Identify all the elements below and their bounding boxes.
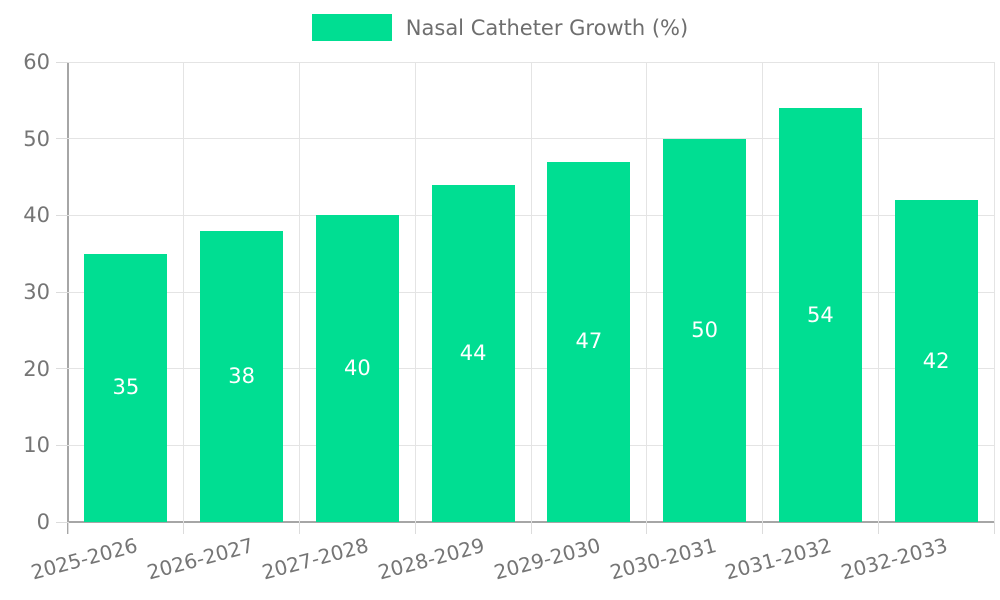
y-tick-label: 40: [23, 203, 50, 228]
bar[interactable]: 42: [894, 200, 978, 522]
x-tick-label: 2026-2027: [144, 533, 256, 585]
x-axis-tick: [762, 522, 763, 534]
bar-value-label: 50: [691, 317, 718, 342]
x-tick-label: 2030-2031: [607, 533, 719, 585]
y-tick-label: 60: [23, 50, 50, 74]
x-axis-tick: [877, 522, 879, 534]
bar-value-label: 44: [459, 340, 487, 365]
gridline-v: [993, 62, 995, 522]
bar[interactable]: 38: [200, 230, 284, 522]
legend-swatch[interactable]: [311, 14, 392, 41]
y-tick-label: 20: [23, 356, 50, 381]
y-axis-tick: [56, 444, 68, 446]
plot-area: 0 10 20 30 40 50 60 35 2025-2026 38 2026-2027 40 202…: [23, 52, 995, 584]
x-axis-tick: [530, 522, 532, 534]
x-axis-tick: [993, 522, 995, 534]
gridline-v: [183, 62, 185, 522]
x-axis-tick: [414, 522, 416, 534]
gridline-v: [530, 62, 532, 522]
bar[interactable]: 35: [84, 253, 168, 522]
gridline-v: [762, 62, 763, 522]
x-tick-label: 2029-2030: [491, 533, 603, 585]
y-axis-tick: [56, 521, 68, 523]
x-axis-tick: [67, 522, 69, 534]
y-axis-tick: [56, 138, 68, 140]
x-tick-label: 2025-2026: [28, 533, 140, 585]
bar-value-label: 54: [807, 302, 834, 327]
bar-value-label: 38: [228, 363, 255, 388]
bar[interactable]: 40: [315, 215, 399, 522]
x-tick-label: 2028-2029: [375, 533, 488, 585]
x-axis-tick: [183, 522, 185, 534]
bar[interactable]: 47: [547, 161, 631, 522]
legend-label: Nasal Catheter Growth (%): [405, 15, 689, 40]
x-tick-label: 2032-2033: [838, 533, 951, 585]
gridline-v: [646, 62, 648, 522]
y-tick-label: 10: [23, 433, 50, 458]
gridline-v: [414, 62, 416, 522]
y-tick-label: 0: [36, 510, 50, 534]
y-axis-tick: [56, 291, 68, 293]
bar-value-label: 42: [922, 348, 950, 373]
bar[interactable]: 44: [431, 184, 515, 522]
x-axis-tick: [646, 522, 648, 534]
bar-value-label: 40: [344, 356, 371, 381]
x-tick-label: 2031-2032: [722, 533, 835, 585]
y-axis-line: [67, 62, 69, 534]
gridline-v: [877, 62, 879, 522]
gridline-v: [299, 62, 300, 522]
bar-value-label: 47: [575, 329, 603, 354]
x-tick-label: 2027-2028: [259, 533, 372, 585]
bar-value-label: 35: [112, 375, 140, 400]
x-axis-tick: [299, 522, 300, 534]
y-tick-label: 50: [23, 126, 50, 151]
y-axis-tick: [56, 368, 68, 370]
bar[interactable]: 50: [663, 138, 747, 522]
y-axis-tick: [56, 214, 68, 216]
chart-legend[interactable]: Nasal Catheter Growth (%): [0, 14, 1000, 41]
bar[interactable]: 54: [778, 108, 862, 522]
y-tick-label: 30: [23, 280, 50, 304]
y-axis-tick: [56, 61, 68, 63]
